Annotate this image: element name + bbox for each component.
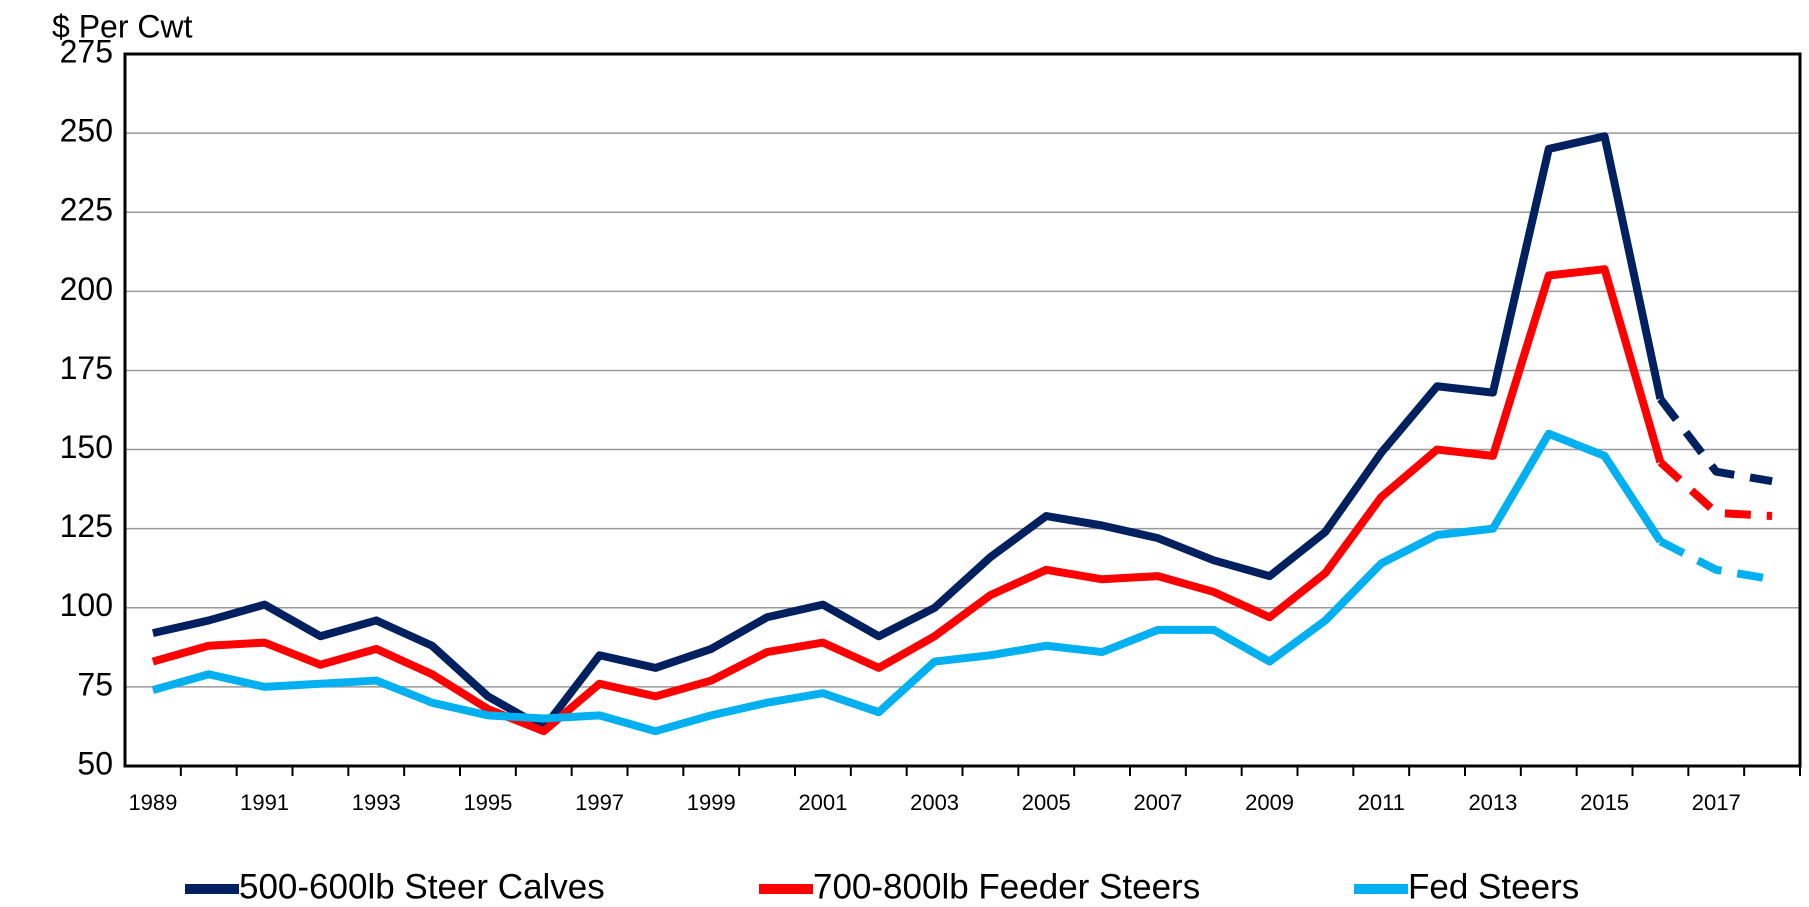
x-tick-label: 1995 (463, 790, 512, 815)
y-tick-label: 225 (60, 192, 113, 228)
x-tick-label: 2003 (910, 790, 959, 815)
y-tick-label: 275 (60, 33, 113, 69)
y-tick-label: 125 (60, 508, 113, 544)
legend-label: Fed Steers (1408, 867, 1579, 906)
series-line (152, 132, 1665, 733)
plot-frame (123, 52, 1802, 768)
series-line (1658, 537, 1773, 584)
legend-label: 700-800lb Feeder Steers (813, 867, 1200, 906)
x-tick-label: 1993 (352, 790, 401, 815)
series-line (151, 265, 1665, 736)
series-line (151, 429, 1664, 736)
x-tick-label: 1997 (575, 790, 624, 815)
x-tick-label: 2011 (1358, 790, 1405, 815)
y-tick-label: 200 (60, 271, 113, 307)
x-tick-label: 1991 (240, 790, 289, 815)
y-axis-label: $ Per Cwt (52, 8, 193, 44)
y-tick-label: 250 (60, 113, 113, 149)
x-tick-label: 2007 (1133, 790, 1182, 815)
x-tick-label: 2017 (1692, 790, 1741, 815)
x-tick-label: 2001 (798, 790, 847, 815)
legend-label: 500-600lb Steer Calves (239, 867, 605, 906)
y-tick-label: 75 (77, 666, 113, 702)
x-tick-label: 2009 (1245, 790, 1294, 815)
x-tick-label: 2005 (1022, 790, 1071, 815)
y-tick-label: 175 (60, 350, 113, 386)
y-tick-label: 150 (60, 429, 113, 465)
y-tick-label: 100 (60, 587, 113, 623)
x-tick-label: 2015 (1580, 790, 1629, 815)
x-tick-label: 1999 (687, 790, 736, 815)
x-tick-label: 1989 (128, 790, 177, 815)
x-tick-label: 2013 (1468, 790, 1517, 815)
series-line (1657, 459, 1773, 521)
series-line (1657, 396, 1773, 486)
y-tick-label: 50 (77, 745, 113, 781)
